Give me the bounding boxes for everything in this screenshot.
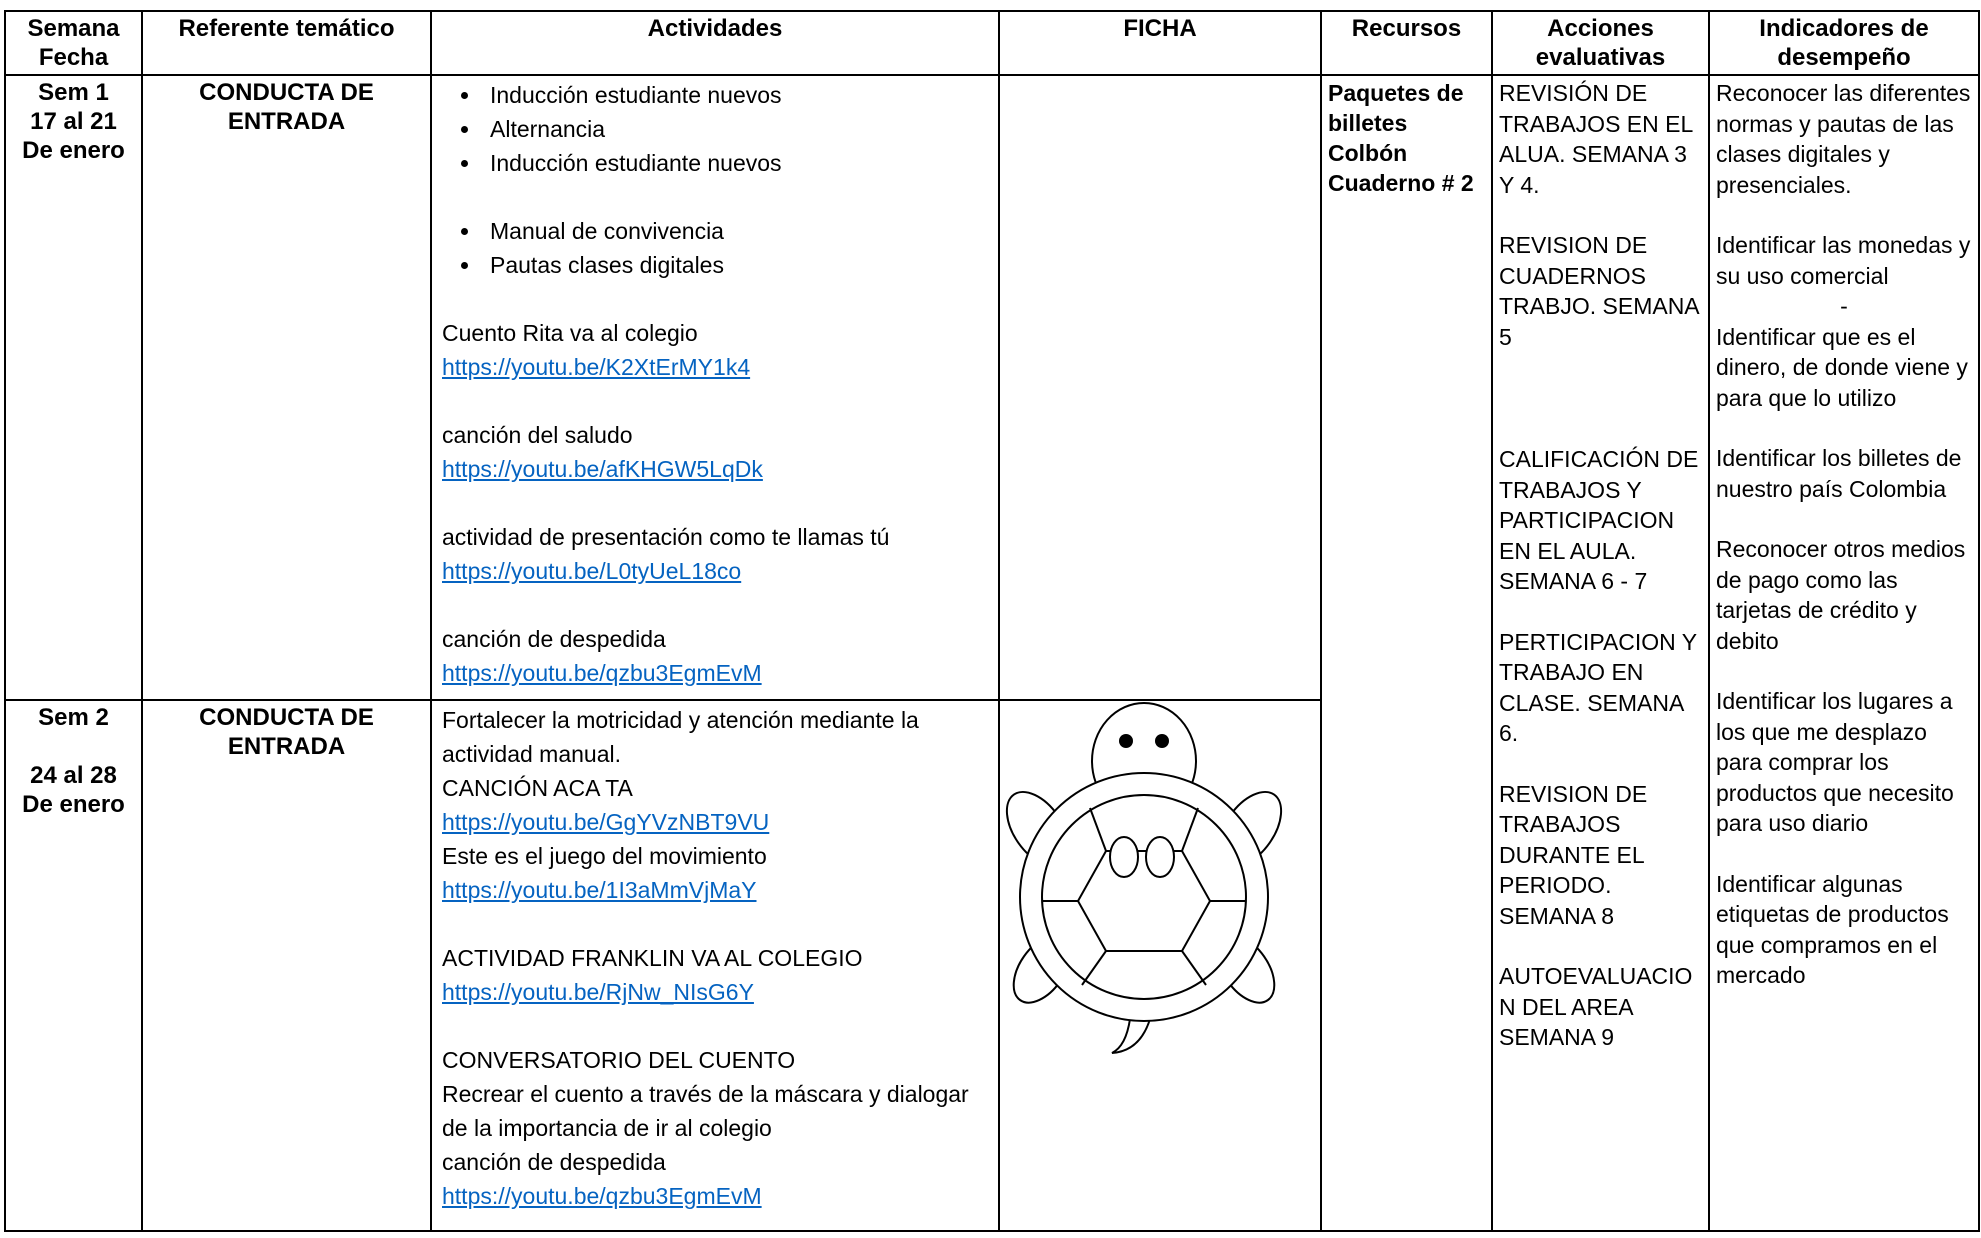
activities-cell: Fortalecer la motricidad y atención medi… [430,699,1000,1232]
activity-block: CONVERSATORIO DEL CUENTO Recrear el cuent… [442,1043,992,1213]
header-cell: Acciones evaluativas [1491,10,1710,76]
table-body: Sem 1 17 al 21 De enero CONDUCTA DE ENTRADA… [4,74,1980,1232]
activity-text: canción de despedida [442,626,666,652]
activity-block: actividad de presentación como te llamas… [442,520,992,588]
header-cell: FICHA [998,10,1322,76]
activity-block: canción de despedida https://youtu.be/qzb… [442,622,992,690]
evaluation-item: PERTICIPACION Y TRABAJO EN CLASE. SEMANA… [1499,628,1697,747]
video-link[interactable]: https://youtu.be/GgYVzNBT9VU [442,809,770,835]
bullet-list: Manual de convivenciaPautas clases digit… [442,214,992,282]
resource-item: Cuaderno # 2 [1328,170,1474,196]
activity-text: Recrear el cuento a través de la máscara… [442,1081,969,1141]
activity-text: canción de despedida [442,1149,666,1175]
indicator-item: Identificar los lugares a los que me des… [1716,688,1954,836]
activity-text: Este es el juego del movimiento [442,843,767,869]
activity-block: ACTIVIDAD FRANKLIN VA AL COLEGIO https://… [442,941,992,1009]
indicator-item: Identificar las monedas y su uso comerci… [1716,232,1971,289]
link-line: https://youtu.be/K2XtErMY1k4 [442,350,992,384]
week-cell: Sem 2 24 al 28 De enero [4,699,143,1232]
activity-block: canción del saludo https://youtu.be/afKHG… [442,418,992,486]
evaluation-item: REVISION DE CUADERNOS TRABJO. SEMANA 5 [1499,232,1699,350]
bullet-item: Inducción estudiante nuevos [482,146,992,180]
ficha-cell [998,699,1322,1232]
video-link[interactable]: https://youtu.be/qzbu3EgmEvM [442,1183,762,1209]
bullet-item: Manual de convivencia [482,214,992,248]
indicator-item: Reconocer otros medios de pago como las … [1716,536,1966,654]
video-link[interactable]: https://youtu.be/K2XtErMY1k4 [442,354,751,380]
indicator-item: Identificar algunas etiquetas de product… [1716,870,1949,989]
link-line: https://youtu.be/afKHGW5LqDk [442,452,992,486]
indicator-item: Identificar que es el dinero, de donde v… [1716,323,1968,411]
link-line: https://youtu.be/GgYVzNBT9VU [442,805,992,839]
link-line: https://youtu.be/RjNw_NIsG6Y [442,975,992,1009]
activities-cell: Inducción estudiante nuevosAlternanciaIn… [430,74,1000,701]
table-row: Sem 2 24 al 28 De enero CONDUCTA DE ENTRADA… [4,699,1979,1232]
ficha-cell [998,74,1322,701]
indicators-cell: Reconocer las diferentes normas y pautas… [1708,74,1980,1232]
activity-text: actividad de presentación como te llamas… [442,524,890,550]
bullet-list: Inducción estudiante nuevosAlternanciaIn… [442,78,992,180]
resource-item: Colbón [1328,140,1408,166]
header-cell: Actividades [430,10,1000,76]
week-line: 24 al 28 [30,762,117,789]
bullet-item: Inducción estudiante nuevos [482,78,992,112]
video-link[interactable]: https://youtu.be/afKHGW5LqDk [442,456,763,482]
activity-block: Fortalecer la motricidad y atención medi… [442,703,992,907]
activity-text: Cuento Rita va al colegio [442,320,698,346]
link-line: https://youtu.be/L0tyUeL18co [442,554,992,588]
evaluation-item: CALIFICACIÓN DE TRABAJOS Y PARTICIPACION… [1499,446,1699,594]
week-line: 17 al 21 [30,108,117,135]
header-cell: Referente temático [141,10,432,76]
week-cell: Sem 1 17 al 21 De enero [4,74,143,701]
topic-cell: CONDUCTA DE ENTRADA [141,699,432,1232]
activity-text: Fortalecer la motricidad y atención medi… [442,707,919,767]
video-link[interactable]: https://youtu.be/1I3aMmVjMaY [442,877,757,903]
week-line: De enero [22,791,125,818]
bullet-item: Pautas clases digitales [482,248,992,282]
bullet-item: Alternancia [482,112,992,146]
week-line: Sem 2 [38,704,109,731]
activity-block: Cuento Rita va al colegio https://youtu.b… [442,316,992,384]
evaluation-item: AUTOEVALUACION DEL AREA SEMANA 9 [1499,963,1693,1050]
video-link[interactable]: https://youtu.be/RjNw_NIsG6Y [442,979,754,1005]
header-cell: Indicadores de desempeño [1708,10,1980,76]
activity-text: CONVERSATORIO DEL CUENTO [442,1047,796,1073]
evaluation-cell: REVISIÓN DE TRABAJOS EN EL ALUA. SEMANA … [1491,74,1710,1232]
video-link[interactable]: https://youtu.be/L0tyUeL18co [442,558,742,584]
resources-cell: Paquetes de billetes Colbón Cuaderno # 2 [1320,74,1493,1232]
link-line: https://youtu.be/qzbu3EgmEvM [442,1179,992,1213]
activity-text: CANCIÓN ACA TA [442,775,633,801]
header-row: Semana Fecha Referente temático Actividade… [4,10,1980,76]
activity-text: canción del saludo [442,422,633,448]
link-line: https://youtu.be/1I3aMmVjMaY [442,873,992,907]
link-line: https://youtu.be/qzbu3EgmEvM [442,656,992,690]
evaluation-item: REVISIÓN DE TRABAJOS EN EL ALUA. SEMANA … [1499,80,1693,198]
plan-table: Semana Fecha Referente temático Actividade… [4,10,1980,1232]
indicator-item: Identificar los billetes de nuestro país… [1716,445,1962,502]
video-link[interactable]: https://youtu.be/qzbu3EgmEvM [442,660,762,686]
week-line: De enero [22,137,125,164]
table-row: Sem 1 17 al 21 De enero CONDUCTA DE ENTRADA… [4,74,1980,1232]
header-cell: Semana Fecha [4,10,143,76]
turtle-drawing [1005,702,1283,1054]
evaluation-item: REVISION DE TRABAJOS DURANTE EL PERIODO.… [1499,780,1648,929]
topic-cell: CONDUCTA DE ENTRADA [141,74,432,701]
resource-item: Paquetes de billetes [1328,80,1464,136]
header-cell: Recursos [1320,10,1493,76]
indicator-item: Reconocer las diferentes normas y pautas… [1716,80,1971,198]
indicator-item: - [1840,293,1848,319]
activity-text: ACTIVIDAD FRANKLIN VA AL COLEGIO [442,945,863,971]
week-line: Sem 1 [38,79,109,106]
